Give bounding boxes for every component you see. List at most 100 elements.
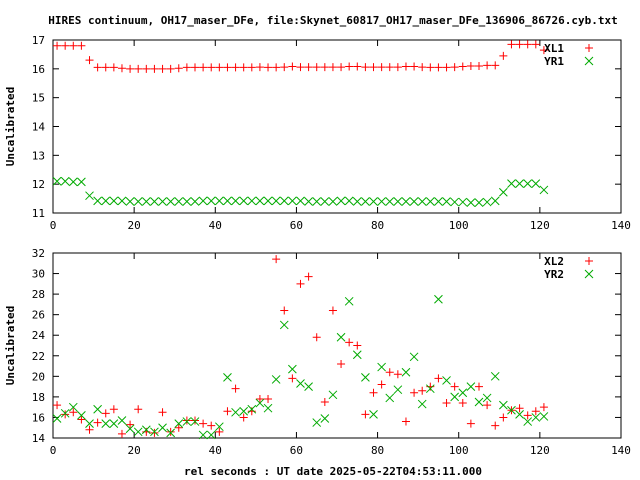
y-tick-label: 28 xyxy=(32,288,45,301)
data-point xyxy=(223,63,232,72)
data-point xyxy=(474,198,484,207)
data-point xyxy=(85,419,94,428)
series-YR2 xyxy=(52,294,549,440)
data-point xyxy=(409,352,419,362)
data-point xyxy=(255,398,265,408)
data-point xyxy=(85,191,94,201)
data-point xyxy=(539,185,549,195)
legend-label: YR2 xyxy=(544,268,564,281)
data-point xyxy=(425,197,435,206)
data-point xyxy=(271,375,281,384)
data-point xyxy=(490,371,500,381)
data-point xyxy=(109,63,118,72)
data-point xyxy=(288,196,297,206)
data-point xyxy=(410,62,419,71)
x-tick-label: 120 xyxy=(530,444,550,457)
data-point xyxy=(385,197,395,206)
data-point xyxy=(182,197,192,206)
data-point xyxy=(466,419,475,428)
page-title: HIRES continuum, OH17_maser_DFe, file:Sk… xyxy=(48,14,618,27)
data-point xyxy=(158,64,167,73)
top-panel: 0 20 40 60 80 100 120 140 11 12 13 14 15 16 17 Uncalibr… xyxy=(4,34,631,232)
data-point xyxy=(158,423,167,433)
data-point xyxy=(117,64,126,73)
data-point xyxy=(450,392,460,402)
data-point xyxy=(174,64,183,73)
legend-marker xyxy=(584,56,594,66)
data-point xyxy=(109,405,118,414)
y-tick-label: 11 xyxy=(32,207,45,220)
data-point xyxy=(77,177,86,187)
y-tick-label: 13 xyxy=(32,149,45,162)
data-point xyxy=(483,401,492,410)
data-point xyxy=(206,196,216,206)
data-point xyxy=(474,397,484,407)
data-point xyxy=(344,296,354,306)
data-point xyxy=(417,197,427,206)
data-point xyxy=(385,393,395,403)
legend-marker xyxy=(585,44,593,52)
data-point xyxy=(345,338,354,347)
data-point xyxy=(288,62,297,71)
data-point xyxy=(239,413,248,422)
y-axis-label: Uncalibrated xyxy=(4,306,17,385)
legend-marker xyxy=(584,269,594,279)
data-point xyxy=(361,197,370,206)
series-XL2 xyxy=(53,255,548,438)
data-point xyxy=(515,40,524,49)
data-point xyxy=(53,41,62,50)
data-point xyxy=(279,320,289,330)
data-point xyxy=(264,63,273,72)
data-point xyxy=(69,41,78,50)
data-point xyxy=(231,407,240,417)
data-point xyxy=(450,197,460,207)
data-point xyxy=(409,197,419,206)
data-point xyxy=(312,63,321,72)
data-point xyxy=(150,197,159,206)
data-point xyxy=(117,196,127,206)
data-point xyxy=(434,294,443,304)
data-point xyxy=(191,63,199,72)
data-point xyxy=(410,388,419,397)
y-tick-label: 18 xyxy=(32,391,45,404)
data-point xyxy=(320,197,330,206)
data-point xyxy=(126,64,135,73)
data-point xyxy=(523,40,532,49)
data-point xyxy=(134,405,143,414)
data-point xyxy=(418,386,427,395)
data-point xyxy=(393,385,403,395)
data-point xyxy=(531,40,540,49)
data-point xyxy=(150,427,159,437)
y-tick-label: 15 xyxy=(32,92,45,105)
data-point xyxy=(466,382,476,391)
data-point xyxy=(393,197,403,206)
data-point xyxy=(345,62,354,71)
data-point xyxy=(531,413,541,422)
data-point xyxy=(231,384,240,393)
data-point xyxy=(418,63,427,72)
data-point xyxy=(466,198,476,207)
data-point xyxy=(458,388,468,398)
data-point xyxy=(142,427,151,436)
data-point xyxy=(515,404,524,413)
data-point xyxy=(328,197,338,206)
data-point xyxy=(312,197,322,206)
data-point xyxy=(328,390,338,400)
data-point xyxy=(247,404,257,414)
data-point xyxy=(328,306,337,315)
data-point xyxy=(369,197,378,206)
x-axis-label: rel seconds : UT date 2025-05-22T04:53:1… xyxy=(184,465,482,478)
data-point xyxy=(85,56,94,65)
data-point xyxy=(377,380,386,389)
data-point xyxy=(507,40,516,49)
data-point xyxy=(482,197,492,207)
data-point xyxy=(304,272,313,281)
data-point xyxy=(150,428,159,437)
data-point xyxy=(523,179,533,188)
data-point xyxy=(61,41,70,50)
data-point xyxy=(52,176,62,186)
data-point xyxy=(450,382,459,391)
x-tick-label: 20 xyxy=(128,444,141,457)
data-point xyxy=(458,197,468,207)
data-point xyxy=(288,374,297,383)
